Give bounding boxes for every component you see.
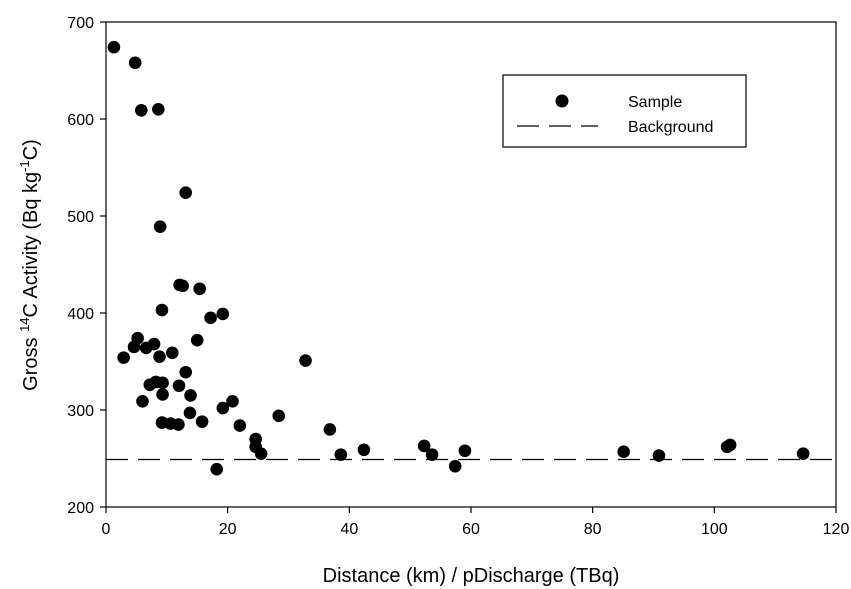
sample-point — [190, 333, 204, 347]
sample-point — [147, 337, 161, 351]
y-tick-label: 400 — [67, 306, 94, 323]
y-tick-label: 300 — [67, 403, 94, 420]
x-tick-label: 40 — [340, 521, 358, 538]
sample-point — [179, 186, 192, 200]
sample-point — [156, 388, 169, 401]
sample-point — [233, 419, 247, 432]
sample-point — [172, 418, 185, 431]
legend-box — [502, 74, 747, 148]
sample-point — [216, 401, 230, 415]
sample-point — [652, 449, 666, 462]
y-axis-title: Gross 14C Activity (Bq kg-1C) — [17, 139, 42, 391]
sample-point — [183, 406, 197, 420]
x-axis-title: Distance (km) / pDischarge (TBq) — [323, 565, 620, 587]
sample-point — [134, 103, 148, 117]
sample-point — [193, 282, 206, 296]
sample-point — [323, 423, 337, 436]
x-tick-label: 80 — [584, 521, 602, 538]
sample-point — [149, 375, 163, 389]
sample-series — [107, 40, 810, 476]
x-tick-label: 100 — [701, 521, 728, 538]
y-tick-label: 200 — [67, 500, 94, 517]
x-tick-label: 120 — [823, 521, 850, 538]
sample-point — [720, 440, 734, 454]
sample-point — [128, 56, 142, 70]
sample-point — [136, 394, 149, 408]
x-tick-label: 60 — [462, 521, 480, 538]
sample-point — [176, 279, 189, 293]
sample-point — [272, 409, 286, 423]
legend-marker-sample — [555, 94, 569, 108]
y-tick-label: 700 — [67, 15, 94, 32]
sample-point — [127, 340, 141, 354]
legend-label-background: Background — [628, 119, 713, 136]
sample-point — [334, 448, 348, 461]
sample-point — [155, 303, 169, 317]
sample-point — [448, 459, 462, 473]
y-tick-label: 500 — [67, 209, 94, 226]
sample-point — [204, 311, 217, 325]
sample-point — [152, 103, 165, 116]
sample-point — [417, 439, 431, 453]
y-axis: 200 300 400 500 600 700 — [67, 15, 106, 517]
sample-point — [179, 365, 192, 379]
sample-point — [117, 351, 130, 364]
legend: Sample Background — [502, 74, 747, 148]
sample-point — [299, 354, 312, 367]
sample-point — [458, 444, 472, 458]
sample-point — [254, 447, 268, 460]
sample-point — [425, 448, 439, 461]
sample-point — [617, 445, 630, 459]
sample-point — [796, 447, 810, 460]
sample-point — [216, 307, 230, 321]
sample-point — [172, 379, 186, 393]
sample-point — [166, 346, 179, 360]
sample-point — [195, 415, 209, 428]
x-axis: 0 20 40 60 80 100 120 — [102, 507, 850, 538]
sample-point — [184, 389, 197, 402]
sample-point — [153, 220, 167, 233]
sample-point — [107, 40, 121, 54]
x-tick-label: 0 — [102, 521, 111, 538]
x-tick-label: 20 — [219, 521, 237, 538]
sample-point — [226, 394, 239, 408]
sample-point — [153, 350, 166, 363]
legend-label-sample: Sample — [628, 94, 682, 111]
sample-point — [210, 462, 224, 476]
y-tick-label: 600 — [67, 112, 94, 129]
sample-point — [357, 443, 371, 457]
